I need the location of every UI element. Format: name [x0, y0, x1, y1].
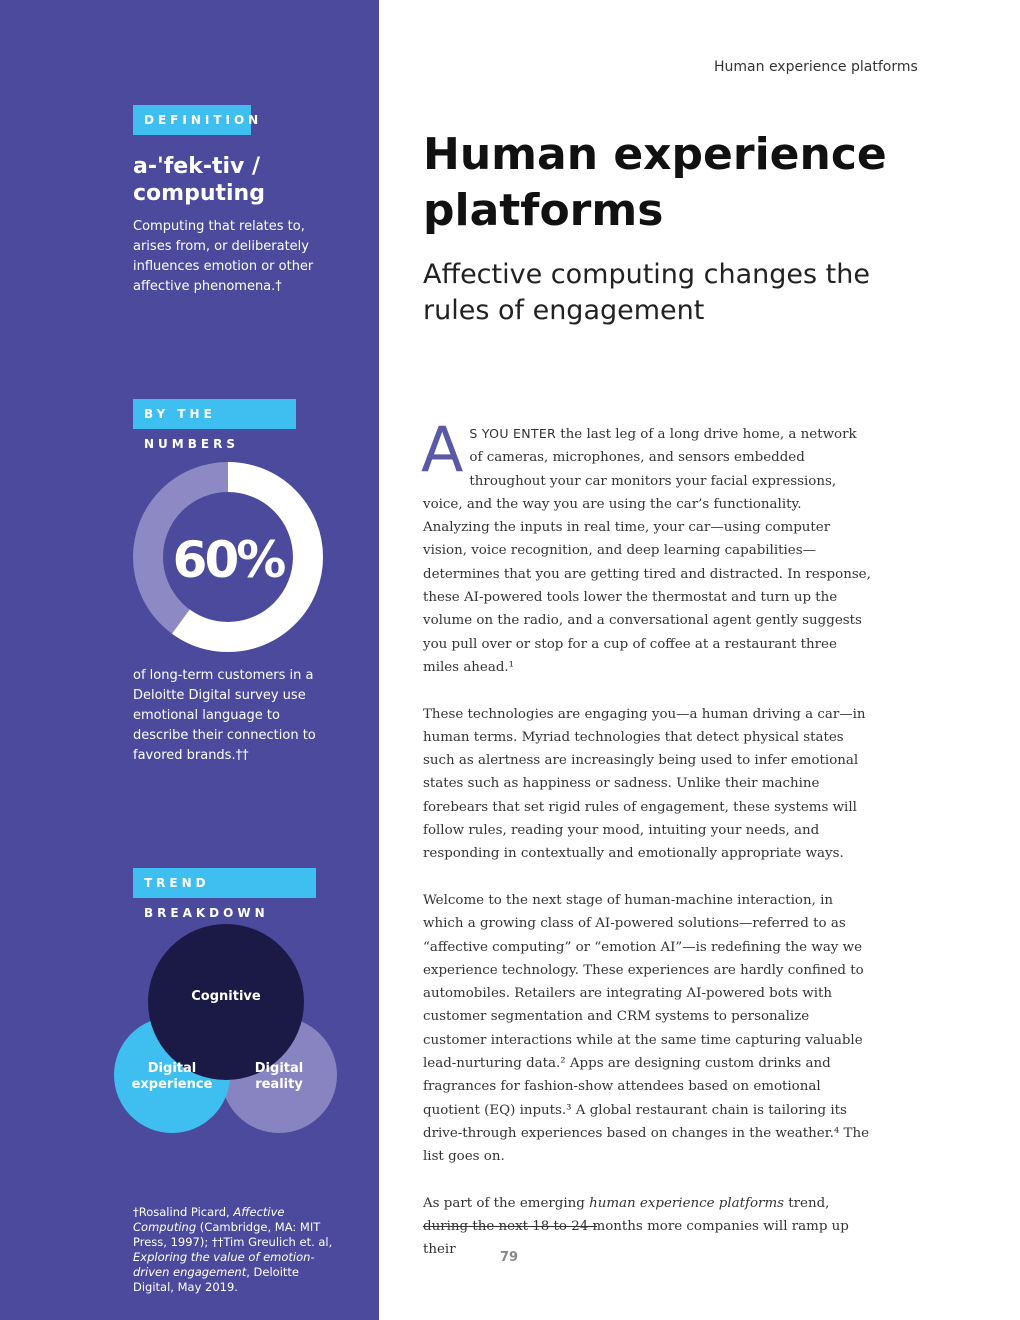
paragraph-2: These technologies are engaging you—a hu…	[423, 706, 866, 862]
page-title: Human experience platforms	[423, 129, 887, 236]
footnote-part-5: , Deloitte Digital, May 2019.	[133, 1265, 299, 1294]
page-subtitle: Affective computing changes the rules of…	[423, 259, 870, 326]
numbers-tag: BY THE NUMBERS	[133, 399, 296, 451]
page-number: 79	[500, 1250, 519, 1265]
footnote-rule	[423, 1226, 597, 1227]
donut-chart: 60%	[133, 462, 323, 652]
paragraph-1-text: the last leg of a long drive home, a net…	[423, 427, 871, 675]
running-header: Human experience platforms	[714, 59, 918, 75]
lead-in: S YOU ENTER	[469, 426, 557, 441]
donut-stat: 60%	[173, 531, 286, 589]
numbers-text: of long-term customers in a Deloitte Dig…	[133, 668, 316, 763]
sidebar-footnote: †Rosalind Picard, Affective Computing (C…	[133, 1205, 343, 1295]
paragraph-1: A S YOU ENTER the last leg of a long driv…	[421, 413, 871, 679]
paragraph-4-em: human experience platforms	[589, 1195, 785, 1211]
label-digital-reality-2: reality	[255, 1077, 303, 1092]
footnote-part-1: †Rosalind Picard,	[133, 1205, 234, 1219]
trend-venn: Cognitive Digital experience Digital rea…	[114, 924, 337, 1133]
paragraph-4: As part of the emerging human experience…	[423, 1192, 871, 1262]
donut-fill	[133, 462, 323, 652]
circle-cognitive	[148, 924, 304, 1080]
footnote-part-3: (Cambridge, MA: MIT Press, 1997); ††Tim …	[133, 1220, 333, 1249]
label-digital-experience-2: experience	[132, 1077, 213, 1092]
footnote-part-2: Affective Computing	[133, 1205, 285, 1234]
drop-cap: A	[421, 413, 464, 486]
footnote-part-4: Exploring the value of emotion-driven en…	[133, 1250, 315, 1279]
label-digital-reality-1: Digital	[255, 1061, 303, 1076]
definition-text: Computing that relates to, arises from, …	[133, 219, 314, 294]
definition-term: a-'fek-tiv / computing	[133, 154, 265, 206]
sidebar: DEFINITION a-'fek-tiv / computing Comput…	[0, 0, 379, 1320]
trend-tag: TREND BREAKDOWN	[133, 868, 316, 920]
paragraph-4-a: As part of the emerging	[423, 1195, 590, 1211]
label-cognitive: Cognitive	[191, 989, 261, 1004]
paragraph-3: Welcome to the next stage of human-machi…	[423, 892, 869, 1165]
label-digital-experience-1: Digital	[148, 1061, 196, 1076]
definition-tag: DEFINITION	[133, 105, 258, 135]
body-text: A S YOU ENTER the last leg of a long driv…	[421, 413, 871, 1285]
paragraph-4-b: trend, during the next 18 to 24 months m…	[423, 1195, 849, 1258]
